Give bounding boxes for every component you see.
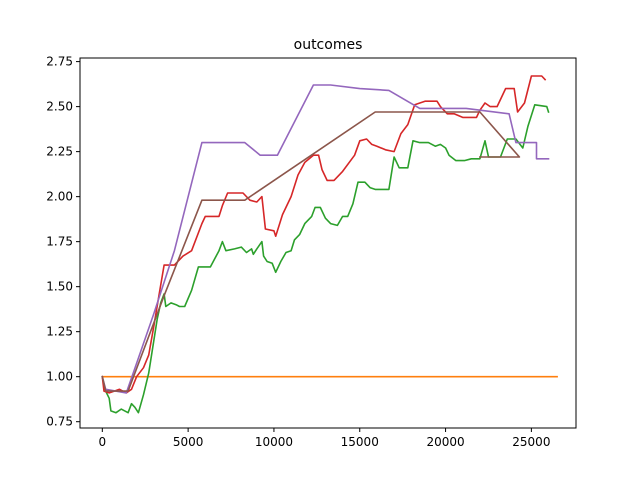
y-axis: 0.75 1.00 1.25 1.50 1.75 2.00 2.25 2.50 2.75 <box>46 55 80 429</box>
y-tick-label: 1.50 <box>46 280 73 294</box>
x-tick-label: 20000 <box>426 435 464 449</box>
x-axis: 0 5000 10000 15000 20000 25000 <box>98 428 550 449</box>
y-tick-label: 2.25 <box>46 145 73 159</box>
x-tick-label: 15000 <box>341 435 379 449</box>
y-tick-label: 2.00 <box>46 190 73 204</box>
plot-area <box>79 57 577 429</box>
y-tick-label: 1.25 <box>46 325 73 339</box>
y-tick-label: 2.50 <box>46 100 73 114</box>
x-tick-label: 25000 <box>512 435 550 449</box>
x-tick-label: 0 <box>98 435 106 449</box>
series-line-4 <box>101 84 550 394</box>
series-layer <box>101 75 558 414</box>
x-tick-label: 5000 <box>173 435 204 449</box>
series-line-5 <box>101 111 521 392</box>
y-tick-label: 0.75 <box>46 415 73 429</box>
y-tick-label: 2.75 <box>46 55 73 69</box>
x-tick-label: 10000 <box>255 435 293 449</box>
chart-title: outcomes <box>294 37 363 53</box>
y-tick-label: 1.75 <box>46 235 73 249</box>
plot-frame <box>79 57 577 429</box>
y-tick-label: 1.00 <box>46 370 73 384</box>
